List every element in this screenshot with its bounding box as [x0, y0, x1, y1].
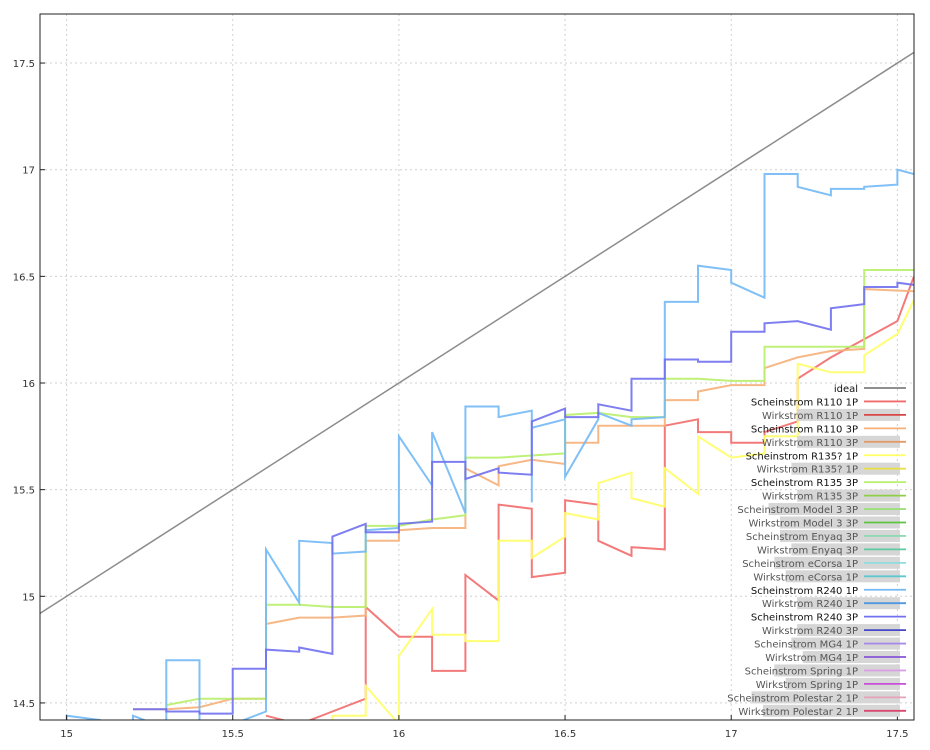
- series-line-scheinstrom-r135-1p: [331, 299, 914, 720]
- legend-label-scheinstrom-r240-3p: Scheinstrom R240 3P: [751, 613, 858, 624]
- legend-label-scheinstrom-ecorsa-1p: Scheinstrom eCorsa 1P: [742, 559, 858, 570]
- x-tick-label: 16: [393, 729, 406, 740]
- series-line-ideal: [40, 51, 914, 615]
- x-tick-label: 17.5: [886, 729, 908, 740]
- y-tick-label: 16: [22, 379, 35, 390]
- legend-label-scheinstrom-r240-1p: Scheinstrom R240 1P: [751, 586, 858, 597]
- legend-highlight-scheinstrom-ecorsa-1p: [774, 556, 900, 569]
- legend-label-scheinstrom-model-3-3p: Scheinstrom Model 3 3P: [737, 505, 858, 516]
- legend-label-scheinstrom-mg4-1p: Scheinstrom MG4 1P: [754, 640, 858, 651]
- legend-label-scheinstrom-r135-3p: Scheinstrom R135 3P: [751, 478, 858, 489]
- y-tick-label: 17: [22, 166, 35, 177]
- legend-highlight-scheinstrom-polestar-2-1p: [751, 691, 900, 704]
- legend-highlight-wirkstrom-r135-3p: [797, 489, 900, 502]
- x-tick-label: 17: [725, 729, 738, 740]
- legend-highlight-wirkstrom-spring-1p: [785, 677, 900, 690]
- series-line-scheinstrom-r240-1p: [65, 168, 914, 720]
- legend-label-scheinstrom-spring-1p: Scheinstrom Spring 1P: [745, 666, 858, 677]
- x-tick-label: 16.5: [554, 729, 576, 740]
- x-tick-label: 15.5: [222, 729, 244, 740]
- legend-highlight-wirkstrom-r110-1p: [797, 408, 900, 421]
- legend-label-wirkstrom-r110-1p: Wirkstrom R110 1P: [762, 411, 858, 422]
- legend-label-scheinstrom-r110-3p: Scheinstrom R110 3P: [751, 424, 858, 435]
- legend-highlight-scheinstrom-model-3-3p: [768, 503, 900, 516]
- legend-label-wirkstrom-r240-3p: Wirkstrom R240 3P: [762, 626, 858, 637]
- legend-label-wirkstrom-spring-1p: Wirkstrom Spring 1P: [756, 680, 858, 691]
- y-tick-label: 14.5: [13, 699, 35, 710]
- legend-highlight-wirkstrom-enyaq-3p: [791, 543, 900, 556]
- legend: ideal Scheinstrom R110 1P Wirkstrom R110 1…: [727, 384, 906, 718]
- legend-label-wirkstrom-enyaq-3p: Wirkstrom Enyaq 3P: [757, 545, 858, 556]
- legend-label-scheinstrom-enyaq-3p: Scheinstrom Enyaq 3P: [746, 532, 858, 543]
- y-tick-label: 15.5: [13, 486, 35, 497]
- grid: [40, 14, 914, 720]
- legend-highlight-wirkstrom-r240-1p: [797, 597, 900, 610]
- legend-highlight-wirkstrom-r240-3p: [797, 624, 900, 637]
- series-line-scheinstrom-r135-3p: [166, 269, 914, 707]
- legend-highlight-wirkstrom-r110-3p: [797, 435, 900, 448]
- legend-label-wirkstrom-r110-3p: Wirkstrom R110 3P: [762, 438, 858, 449]
- y-tick-label: 16.5: [13, 272, 35, 283]
- axis-ticks: 15 15.5 16 16.5 17 17.5 14.5 15 15.5 16 16.5 17 17.5: [13, 59, 909, 740]
- legend-highlight-scheinstrom-spring-1p: [774, 664, 900, 677]
- legend-highlight-scheinstrom-enyaq-3p: [780, 529, 900, 542]
- legend-highlight-wirkstrom-model-3-3p: [780, 516, 900, 529]
- x-tick-label: 15: [60, 729, 73, 740]
- legend-label-wirkstrom-mg4-1p: Wirkstrom MG4 1P: [765, 653, 858, 664]
- legend-label-wirkstrom-r135-3p: Wirkstrom R135 3P: [762, 492, 858, 503]
- legend-label-wirkstrom-r135-1p: Wirkstrom R135? 1P: [757, 465, 858, 476]
- legend-highlight-wirkstrom-r135-1p: [791, 462, 900, 475]
- legend-label-scheinstrom-polestar-2-1p: Scheinstrom Polestar 2 1P: [727, 693, 858, 704]
- legend-label-wirkstrom-ecorsa-1p: Wirkstrom eCorsa 1P: [753, 572, 858, 583]
- legend-label-wirkstrom-polestar-2-1p: Wirkstrom Polestar 2 1P: [738, 707, 858, 718]
- series-layer: [40, 51, 914, 720]
- legend-highlight-wirkstrom-ecorsa-1p: [785, 570, 900, 583]
- series-line-scheinstrom-r240-3p: [133, 281, 914, 715]
- legend-label-scheinstrom-r110-1p: Scheinstrom R110 1P: [751, 397, 858, 408]
- legend-highlight-wirkstrom-polestar-2-1p: [762, 704, 900, 717]
- legend-label-ideal: ideal: [834, 384, 858, 395]
- legend-label-wirkstrom-model-3-3p: Wirkstrom Model 3 3P: [748, 519, 858, 530]
- legend-highlight-scheinstrom-mg4-1p: [791, 637, 900, 650]
- y-tick-label: 17.5: [13, 59, 35, 70]
- plot-border: [39, 13, 915, 721]
- legend-highlight-wirkstrom-mg4-1p: [802, 651, 900, 663]
- y-tick-label: 15: [22, 592, 35, 603]
- legend-label-wirkstrom-r240-1p: Wirkstrom R240 1P: [762, 599, 858, 610]
- legend-label-scheinstrom-r135-1p: Scheinstrom R135? 1P: [746, 451, 858, 462]
